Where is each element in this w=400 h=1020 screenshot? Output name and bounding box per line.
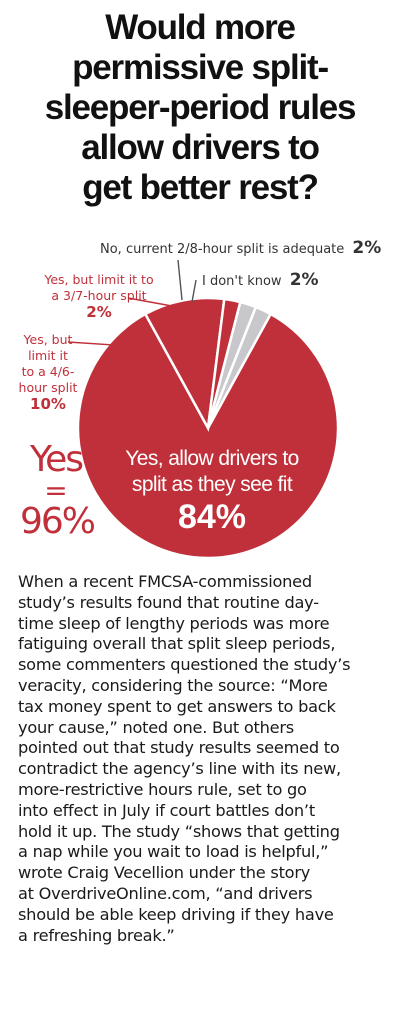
leader-line-2-8 (177, 259, 183, 301)
body-line: should be able keep driving if they have (18, 904, 334, 924)
headline-line: permissive split- (72, 48, 329, 87)
body-line: tax money spent to get answers to back (18, 696, 336, 716)
body-line: at OverdriveOnline.com, “and drivers (18, 883, 313, 903)
label-4-6-line2: limit it (28, 348, 68, 363)
body-line: some commenters questioned the study’s (18, 655, 351, 675)
body-line: more-restrictive hours rule, set to go (18, 779, 307, 799)
slice-84-label-line2: split as they see fit (132, 473, 293, 496)
yes-total-equals: = (44, 474, 68, 507)
body-line: fatiguing overall that split sleep perio… (18, 634, 336, 654)
body-line: contradict the agency’s line with its ne… (18, 759, 341, 779)
label-dont-know-value: 2% (289, 270, 319, 290)
headline-line: allow drivers to (81, 128, 320, 167)
label-dont-know-text: I don't know (202, 274, 282, 289)
leader-line-3-7 (127, 297, 173, 307)
yes-total-label: Yes (29, 439, 84, 480)
pie-slice-84 (76, 312, 340, 560)
label-3-7-value: 2% (86, 303, 112, 321)
body-line: veracity, considering the source: “More (18, 675, 328, 695)
headline-line: sleeper-period rules (44, 88, 357, 127)
label-3-7-line2: a 3/7-hour split (51, 288, 147, 303)
pie-slices (76, 296, 340, 560)
label-4-6-line4: hour split (18, 380, 78, 395)
label-3-7-line1: Yes, but limit it to (44, 272, 154, 287)
slice-84-value: 84% (178, 498, 246, 536)
pie-svg: Yes, allow drivers to split as they see … (67, 259, 340, 560)
label-4-6-value: 10% (30, 395, 66, 413)
label-3-7-split: Yes, but limit it to a 3/7-hour split 2% (34, 272, 164, 320)
slice-84-label-line1: Yes, allow drivers to (125, 447, 298, 470)
leader-line-dont-know (191, 279, 197, 303)
body-line: time sleep of lengthy periods was more (18, 613, 330, 633)
label-2-8-split: No, current 2/8-hour split is adequate 2… (100, 240, 400, 258)
label-dont-know: I don't know 2% (202, 272, 352, 290)
body-line: When a recent FMCSA-commissioned (18, 572, 312, 591)
body-line: a nap while you wait to load is helpful,… (18, 842, 329, 862)
headline-line: Would more (105, 8, 296, 47)
pie-chart: Yes, allow drivers to split as they see … (0, 232, 400, 562)
leader-lines (67, 259, 197, 349)
leader-line-4-6 (67, 341, 161, 349)
label-4-6-line3: to a 4/6- (21, 364, 75, 379)
label-2-8-value: 2% (352, 238, 382, 258)
yes-total-value: 96% (20, 501, 96, 542)
article-body: When a recent FMCSA-commissioned study’s… (18, 572, 390, 946)
label-4-6-split: Yes, but limit it to a 4/6- hour split 1… (8, 332, 88, 412)
body-line: into effect in July if court battles don… (18, 800, 315, 820)
body-line: wrote Craig Vecellion under the story (18, 863, 311, 883)
yes-total: Yes = 96% (20, 439, 96, 542)
headline: Would more permissive split- sleeper-per… (0, 8, 400, 208)
label-2-8-text: No, current 2/8-hour split is adequate (100, 242, 345, 257)
body-line: your cause,” noted one. But others (18, 717, 294, 737)
body-line: pointed out that study results seemed to (18, 738, 340, 758)
body-line: hold it up. The study “shows that gettin… (18, 821, 340, 841)
pie-slice-dont-know (206, 305, 273, 429)
label-4-6-line1: Yes, but (23, 332, 73, 347)
body-line: a refreshing break.” (18, 925, 175, 945)
body-line: study’s results found that routine day- (18, 592, 319, 612)
headline-line: get better rest? (82, 168, 319, 207)
pie-slice-4-6-split (143, 296, 226, 432)
